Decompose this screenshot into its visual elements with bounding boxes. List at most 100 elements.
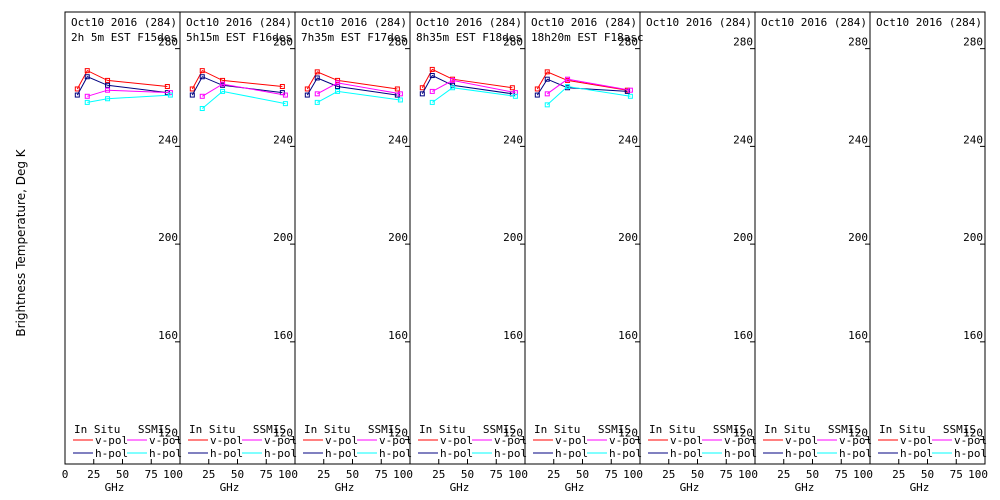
series-line-ssmis_v bbox=[432, 79, 516, 94]
y-tick-label: 200 bbox=[618, 231, 638, 244]
series-line-insitu_v bbox=[536, 71, 628, 91]
data-point-ssmis_v bbox=[84, 93, 90, 99]
x-axis-label: GHz bbox=[795, 481, 815, 494]
x-tick-label: 100 bbox=[278, 468, 298, 481]
series-line-insitu_v bbox=[76, 69, 168, 90]
panels-group: Oct10 2016 (284) 2h 5m EST F15des 120 160 20… bbox=[62, 11, 988, 494]
panel-7: Oct10 2016 (284) 120 160 200 240 280 25 50 75 100… bbox=[754, 11, 873, 494]
panel-title-date: Oct10 2016 (284) bbox=[761, 16, 867, 29]
data-point-ssmis_v bbox=[199, 93, 205, 99]
y-tick-label: 240 bbox=[158, 133, 178, 146]
x-tick-label: 25 bbox=[547, 468, 560, 481]
x-tick-label: 50 bbox=[576, 468, 589, 481]
data-point-insitu_v bbox=[509, 85, 515, 91]
series-line-ssmis_h bbox=[201, 90, 286, 109]
legend-label-ssmis_h: h-pol bbox=[264, 447, 297, 460]
legend-label-insitu_v: v-pol bbox=[670, 434, 703, 447]
legend-label-insitu_h: h-pol bbox=[670, 447, 703, 460]
y-tick-label: 280 bbox=[963, 36, 983, 49]
y-tick-label: 120 bbox=[388, 427, 408, 440]
legend-label-insitu_h: h-pol bbox=[210, 447, 243, 460]
y-tick-label: 200 bbox=[158, 231, 178, 244]
y-tick-label: 280 bbox=[388, 36, 408, 49]
x-tick-label: 75 bbox=[950, 468, 963, 481]
y-tick-label: 280 bbox=[848, 36, 868, 49]
y-tick-label: 240 bbox=[963, 133, 983, 146]
x-axis-label: GHz bbox=[335, 481, 355, 494]
series-line-insitu_h bbox=[306, 77, 398, 96]
data-point-ssmis_v bbox=[627, 87, 633, 93]
y-tick-label: 200 bbox=[963, 231, 983, 244]
series-line-insitu_h bbox=[421, 74, 513, 95]
legend-label-ssmis_v: v-pol bbox=[149, 434, 182, 447]
data-point-insitu_v bbox=[105, 77, 111, 83]
series-line-ssmis_h bbox=[87, 94, 171, 103]
y-tick-label: 160 bbox=[158, 329, 178, 342]
y-tick-label: 200 bbox=[848, 231, 868, 244]
y-tick-label: 280 bbox=[503, 36, 523, 49]
y-tick-label: 120 bbox=[733, 427, 753, 440]
panel-4: Oct10 2016 (284) 8h35m EST F18des 120 160 20… bbox=[409, 11, 528, 494]
data-point-ssmis_h bbox=[512, 93, 518, 99]
x-tick-label: 0 bbox=[62, 468, 69, 481]
x-tick-label: 75 bbox=[720, 468, 733, 481]
x-tick-label: 100 bbox=[393, 468, 413, 481]
legend-label-insitu_v: v-pol bbox=[785, 434, 818, 447]
data-point-ssmis_h bbox=[397, 97, 403, 103]
y-axis-label: Brightness Temperature, Deg K bbox=[14, 148, 28, 336]
y-tick-label: 160 bbox=[963, 329, 983, 342]
x-tick-label: 50 bbox=[461, 468, 474, 481]
data-point-ssmis_h bbox=[105, 96, 111, 102]
series-line-ssmis_v bbox=[317, 82, 401, 95]
x-tick-label: 100 bbox=[623, 468, 643, 481]
data-point-insitu_v bbox=[314, 69, 320, 75]
x-tick-label: 75 bbox=[490, 468, 503, 481]
y-tick-label: 240 bbox=[388, 133, 408, 146]
y-tick-label: 200 bbox=[503, 231, 523, 244]
y-tick-label: 160 bbox=[618, 329, 638, 342]
data-point-ssmis_v bbox=[335, 80, 341, 86]
panel-title-time: 7h35m EST F17des bbox=[301, 31, 407, 44]
x-tick-label: 100 bbox=[968, 468, 988, 481]
x-tick-label: 75 bbox=[145, 468, 158, 481]
x-tick-label: 50 bbox=[231, 468, 244, 481]
legend-label-ssmis_h: h-pol bbox=[149, 447, 182, 460]
data-point-ssmis_v bbox=[544, 91, 550, 97]
legend-label-insitu_v: v-pol bbox=[900, 434, 933, 447]
panel-title-date: Oct10 2016 (284) bbox=[876, 16, 982, 29]
y-tick-label: 160 bbox=[503, 329, 523, 342]
panel-title-time: 5h15m EST F16des bbox=[186, 31, 292, 44]
legend-in-situ-heading: In Situ bbox=[764, 423, 810, 436]
data-point-ssmis_v bbox=[220, 81, 226, 87]
panel-1: Oct10 2016 (284) 2h 5m EST F15des 120 160 20… bbox=[62, 11, 183, 494]
legend-label-ssmis_v: v-pol bbox=[494, 434, 527, 447]
y-tick-label: 240 bbox=[618, 133, 638, 146]
data-point-insitu_v bbox=[199, 68, 205, 74]
series-line-insitu_h bbox=[76, 76, 168, 96]
legend-in-situ-heading: In Situ bbox=[649, 423, 695, 436]
legend-in-situ-heading: In Situ bbox=[419, 423, 465, 436]
data-point-insitu_v bbox=[189, 86, 195, 92]
data-point-ssmis_h bbox=[544, 102, 550, 108]
legend-label-insitu_v: v-pol bbox=[440, 434, 473, 447]
x-tick-label: 100 bbox=[738, 468, 758, 481]
data-point-ssmis_h bbox=[282, 101, 288, 107]
data-point-insitu_h bbox=[419, 91, 425, 97]
legend-label-insitu_v: v-pol bbox=[555, 434, 588, 447]
series-line-insitu_v bbox=[306, 71, 398, 90]
legend-label-insitu_h: h-pol bbox=[555, 447, 588, 460]
data-point-ssmis_v bbox=[397, 91, 403, 97]
panel-title-date: Oct10 2016 (284) bbox=[531, 16, 637, 29]
panel-2: Oct10 2016 (284) 5h15m EST F16des 120 160 20… bbox=[179, 11, 298, 494]
series-line-ssmis_h bbox=[546, 85, 631, 106]
x-tick-label: 50 bbox=[921, 468, 934, 481]
data-point-ssmis_v bbox=[450, 77, 456, 83]
panel-title-date: Oct10 2016 (284) bbox=[301, 16, 407, 29]
legend-in-situ-heading: In Situ bbox=[74, 423, 120, 436]
legend-label-insitu_h: h-pol bbox=[900, 447, 933, 460]
x-tick-label: 25 bbox=[202, 468, 215, 481]
y-tick-label: 160 bbox=[733, 329, 753, 342]
legend-label-insitu_v: v-pol bbox=[210, 434, 243, 447]
x-axis-label: GHz bbox=[220, 481, 240, 494]
